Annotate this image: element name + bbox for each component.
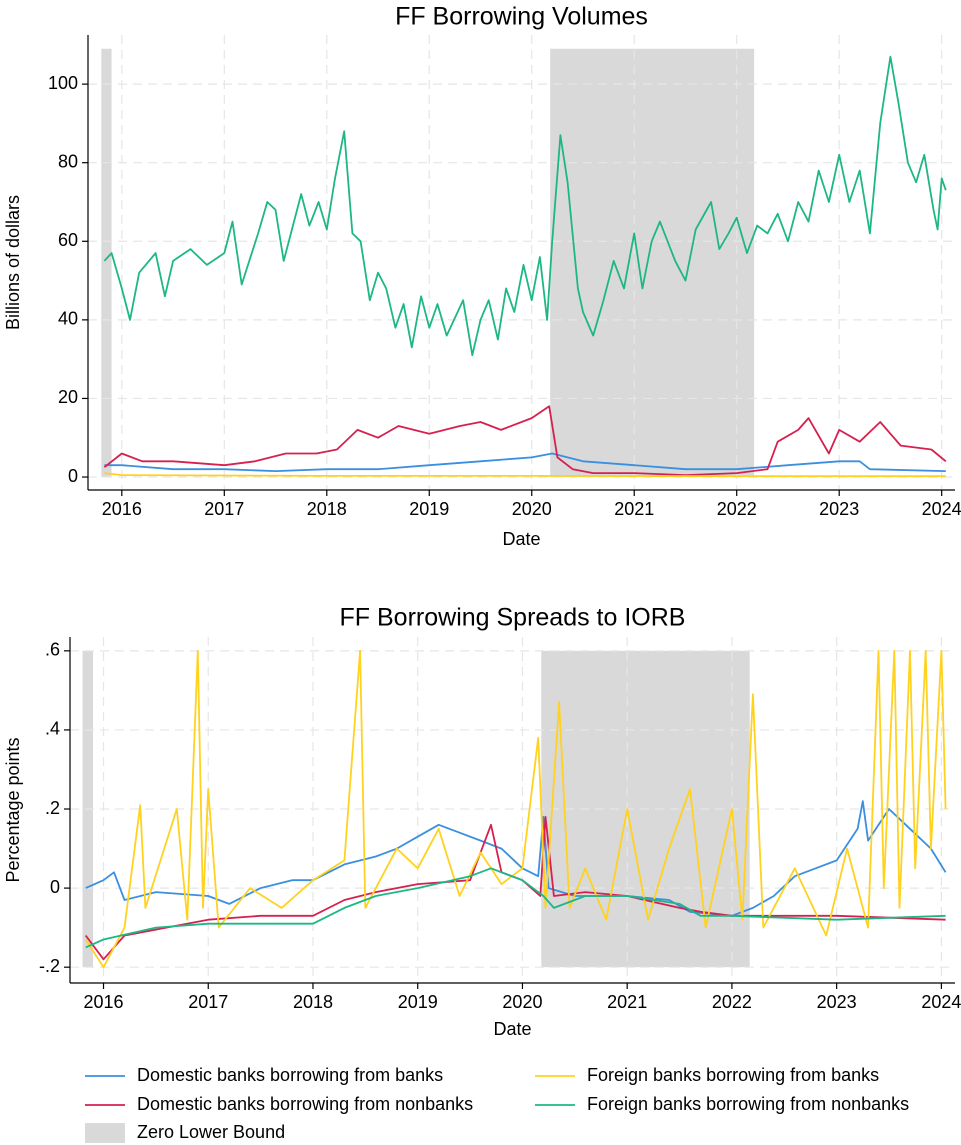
legend-label: Foreign banks borrowing from nonbanks [587,1094,909,1114]
y-axis-label: Billions of dollars [3,195,23,330]
series-line [84,816,946,961]
x-tick-label: 2023 [819,499,859,519]
shaded-region [550,48,755,478]
x-tick-label: 2021 [607,992,647,1012]
y-tick-label: 40 [58,309,78,329]
legend-label: Zero Lower Bound [137,1122,285,1142]
x-tick-label: 2016 [102,499,142,519]
shaded-region [101,48,112,478]
x-tick-label: 2017 [188,992,228,1012]
x-tick-label: 2021 [614,499,654,519]
x-tick-label: 2023 [817,992,857,1012]
series-line [103,405,947,476]
x-tick-label: 2020 [512,499,552,519]
panel: FF Borrowing Volumes 0 20 40 60 80 100 2016 2017… [3,3,961,549]
x-axis-label: Date [493,1019,531,1039]
series-line [85,867,946,949]
x-axis-label: Date [502,529,540,549]
legend: Domestic banks borrowing from banks Domes… [85,1065,909,1143]
x-tick-label: 2024 [921,992,961,1012]
y-tick-label: .4 [45,719,60,739]
y-tick-label: 60 [58,230,78,250]
x-tick-label: 2018 [293,992,333,1012]
y-axis-label: Percentage points [3,737,23,882]
x-tick-label: 2024 [922,499,961,519]
series-line [104,472,946,478]
legend-swatch [85,1123,125,1143]
y-tick-label: 80 [58,151,78,171]
x-tick-label: 2019 [398,992,438,1012]
legend-label: Foreign banks borrowing from banks [587,1065,879,1085]
y-tick-label: -.2 [39,956,60,976]
panel: FF Borrowing Spreads to IORB -.2 0 .2 .4 .6 20… [3,604,961,1039]
series-line [84,649,947,969]
x-tick-label: 2018 [307,499,347,519]
x-tick-label: 2020 [502,992,542,1012]
series-line [104,452,946,472]
y-tick-label: 100 [48,73,78,93]
y-tick-label: 0 [50,877,60,897]
series-line [85,800,947,917]
series-line [103,55,947,357]
plots: FF Borrowing Volumes 0 20 40 60 80 100 2016 2017… [3,3,961,1039]
x-tick-label: 2017 [204,499,244,519]
y-tick-label: .6 [45,640,60,660]
chart-title: FF Borrowing Volumes [395,3,648,31]
x-tick-label: 2016 [83,992,123,1012]
legend-label: Domestic banks borrowing from banks [137,1065,443,1085]
x-tick-label: 2022 [717,499,757,519]
y-tick-label: 20 [58,387,78,407]
legend-label: Domestic banks borrowing from nonbanks [137,1094,473,1114]
x-tick-label: 2019 [409,499,449,519]
y-tick-label: .2 [45,798,60,818]
x-tick-label: 2022 [712,992,752,1012]
y-tick-label: 0 [68,466,78,486]
chart-title: FF Borrowing Spreads to IORB [340,604,686,632]
